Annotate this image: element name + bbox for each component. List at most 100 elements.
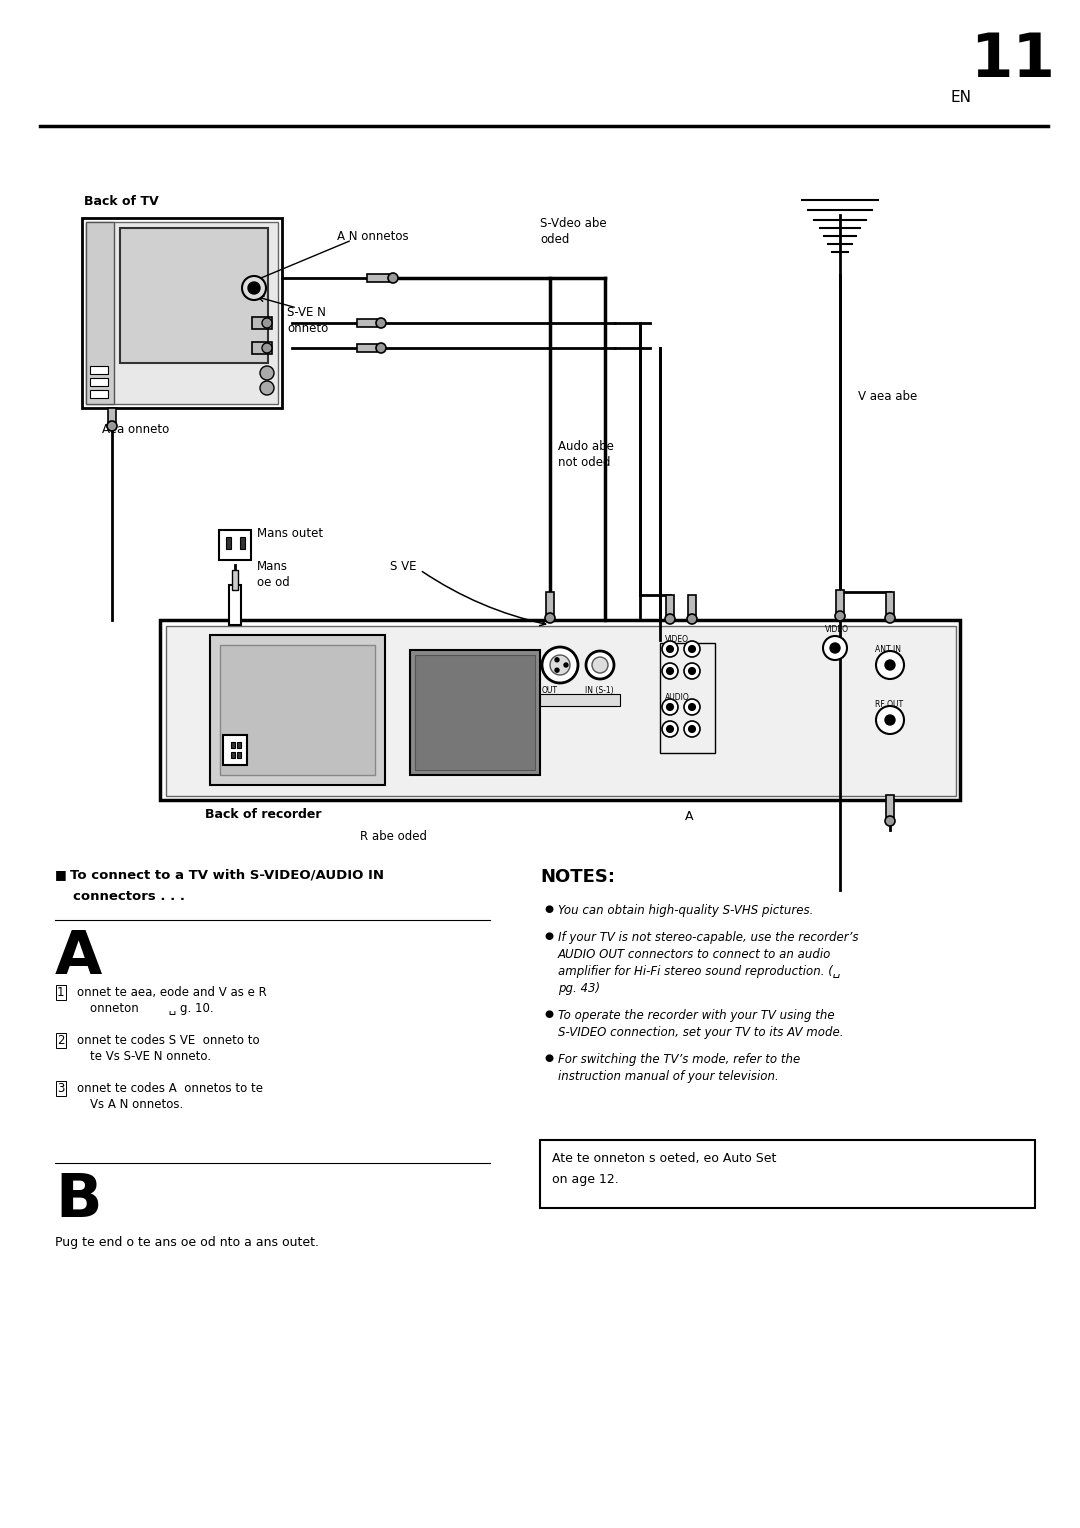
Bar: [120, 228, 268, 364]
Text: ●: ●: [544, 905, 553, 914]
Text: 3: 3: [57, 1082, 65, 1096]
Bar: [86, 222, 114, 403]
Circle shape: [687, 614, 697, 623]
Text: OUT: OUT: [542, 686, 558, 695]
Circle shape: [262, 342, 272, 353]
Text: onneton        ␣ g. 10.: onneton ␣ g. 10.: [90, 1002, 214, 1015]
Text: NOTES:: NOTES:: [540, 868, 615, 886]
Circle shape: [876, 706, 904, 733]
Circle shape: [684, 642, 700, 657]
Text: If your TV is not stereo-capable, use the recorder’s: If your TV is not stereo-capable, use th…: [558, 931, 859, 944]
Circle shape: [662, 642, 678, 657]
Circle shape: [666, 668, 674, 674]
Text: 2: 2: [57, 1034, 65, 1047]
Bar: [540, 694, 620, 706]
Bar: [357, 319, 377, 327]
Circle shape: [564, 663, 568, 668]
Text: amplifier for Hi-Fi stereo sound reproduction. (␣: amplifier for Hi-Fi stereo sound reprodu…: [558, 966, 840, 978]
Text: IN (S-1): IN (S-1): [585, 686, 613, 695]
Bar: [836, 590, 843, 613]
Bar: [540, 1140, 1035, 1209]
Circle shape: [586, 651, 615, 678]
Text: To connect to a TV with S-VIDEO/AUDIO IN: To connect to a TV with S-VIDEO/AUDIO IN: [70, 868, 384, 882]
Circle shape: [689, 668, 696, 674]
Text: onnet te aea, eode and V as e R: onnet te aea, eode and V as e R: [77, 986, 267, 999]
Circle shape: [388, 274, 399, 283]
Circle shape: [545, 613, 555, 623]
Circle shape: [885, 613, 895, 623]
Bar: [90, 367, 108, 374]
Bar: [220, 645, 375, 775]
Text: Aea onneto: Aea onneto: [102, 423, 170, 435]
Bar: [237, 752, 241, 758]
Text: S-VIDEO connection, set your TV to its AV mode.: S-VIDEO connection, set your TV to its A…: [558, 1025, 843, 1039]
Circle shape: [260, 367, 274, 380]
Bar: [108, 408, 116, 422]
Circle shape: [555, 668, 559, 672]
Text: te Vs S-VE N onneto.: te Vs S-VE N onneto.: [90, 1050, 211, 1063]
Bar: [546, 591, 554, 614]
Bar: [666, 594, 674, 614]
Text: S-Vdeo abe
oded: S-Vdeo abe oded: [540, 217, 607, 246]
Circle shape: [835, 611, 845, 620]
Text: AUDIO OUT connectors to connect to an audio: AUDIO OUT connectors to connect to an au…: [558, 947, 832, 961]
Circle shape: [260, 380, 274, 396]
Bar: [82, 219, 282, 408]
Text: ●: ●: [544, 931, 553, 941]
Text: Audo abe
not oded: Audo abe not oded: [558, 440, 613, 469]
Bar: [357, 344, 377, 351]
Text: ■: ■: [55, 868, 67, 882]
Circle shape: [823, 636, 847, 660]
Circle shape: [831, 643, 840, 652]
Circle shape: [376, 342, 386, 353]
Bar: [688, 594, 696, 614]
Bar: [160, 620, 960, 801]
Bar: [90, 390, 108, 397]
Text: R abe oded: R abe oded: [360, 830, 427, 843]
Text: A N onnetos: A N onnetos: [337, 231, 408, 243]
Bar: [886, 591, 894, 614]
Text: ●: ●: [544, 1008, 553, 1019]
Circle shape: [885, 715, 895, 724]
Text: RF OUT: RF OUT: [875, 700, 903, 709]
Text: S VE: S VE: [390, 559, 417, 573]
Text: Mans
oe od: Mans oe od: [257, 559, 289, 588]
Circle shape: [666, 703, 674, 711]
Text: Pug te end o te ans oe od nto a ans outet.: Pug te end o te ans oe od nto a ans oute…: [55, 1236, 319, 1248]
Text: Vs A N onnetos.: Vs A N onnetos.: [90, 1099, 184, 1111]
Text: S VIDEO: S VIDEO: [545, 695, 576, 704]
Bar: [90, 377, 108, 387]
Text: A: A: [685, 810, 693, 824]
Text: onnet te codes A  onnetos to te: onnet te codes A onnetos to te: [77, 1082, 264, 1096]
Circle shape: [662, 721, 678, 736]
Text: Back of TV: Back of TV: [84, 196, 159, 208]
Circle shape: [376, 318, 386, 329]
Text: Ate te onneton s oeted, eo Auto Set
on age 12.: Ate te onneton s oeted, eo Auto Set on a…: [552, 1152, 777, 1186]
Text: pg. 43): pg. 43): [558, 983, 600, 995]
Text: You can obtain high-quality S-VHS pictures.: You can obtain high-quality S-VHS pictur…: [558, 905, 813, 917]
Bar: [660, 643, 715, 753]
Bar: [252, 342, 272, 354]
Circle shape: [662, 663, 678, 678]
Circle shape: [107, 422, 117, 431]
Bar: [252, 316, 272, 329]
Text: AUDIO: AUDIO: [665, 694, 690, 701]
Bar: [237, 743, 241, 749]
Bar: [226, 536, 230, 549]
Bar: [410, 649, 540, 775]
Text: Mans outet: Mans outet: [257, 527, 323, 539]
Circle shape: [689, 645, 696, 652]
Circle shape: [550, 656, 570, 675]
Circle shape: [684, 663, 700, 678]
Text: To operate the recorder with your TV using the: To operate the recorder with your TV usi…: [558, 1008, 835, 1022]
Bar: [240, 536, 244, 549]
Circle shape: [885, 660, 895, 669]
Circle shape: [555, 657, 559, 662]
Circle shape: [262, 318, 272, 329]
Circle shape: [665, 614, 675, 623]
Text: ANT IN: ANT IN: [875, 645, 901, 654]
Bar: [232, 570, 238, 590]
Text: VIDEO: VIDEO: [825, 625, 849, 634]
Circle shape: [684, 698, 700, 715]
Bar: [210, 636, 384, 785]
